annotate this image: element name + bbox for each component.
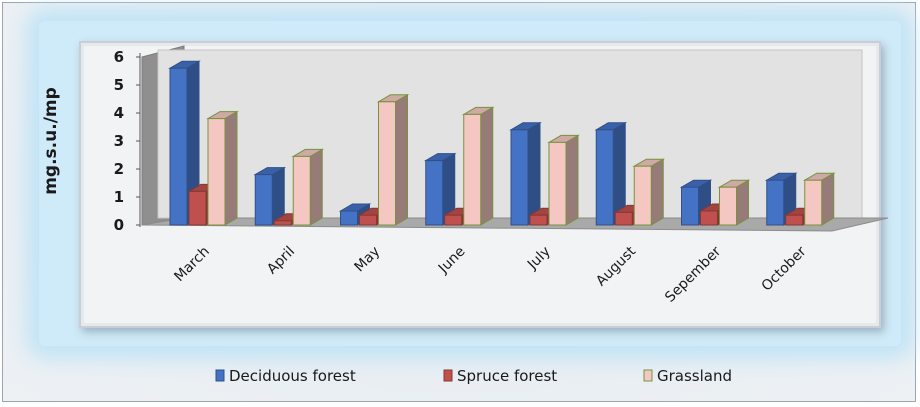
x-tick-label: August <box>593 243 639 289</box>
bar-front-face <box>273 220 292 226</box>
bar <box>168 60 201 226</box>
bar-side-face <box>480 106 494 226</box>
bar-front-face <box>785 214 804 226</box>
legend-item: Deciduous forest <box>215 367 356 385</box>
bar-front-face <box>425 160 444 226</box>
bar-front-face <box>463 113 482 226</box>
bar-front-face <box>529 214 548 226</box>
legend-item: Grassland <box>643 367 732 385</box>
bar <box>547 134 580 226</box>
x-tick-label: June <box>435 244 469 278</box>
bar <box>461 106 495 226</box>
bar-front-face <box>207 118 226 226</box>
y-axis: 0 1 2 3 4 5 6 <box>114 48 141 234</box>
bar <box>423 152 457 226</box>
bars-layer <box>168 60 836 226</box>
bar-front-face <box>510 129 529 226</box>
bar-front-face <box>633 165 652 226</box>
bar-front-face <box>169 67 188 226</box>
bar <box>291 148 325 226</box>
bar-front-face <box>804 179 823 226</box>
bar <box>632 158 666 226</box>
bar-front-face <box>254 174 273 226</box>
y-tick-label: 4 <box>114 104 124 122</box>
y-tick-label: 3 <box>114 132 124 150</box>
bar-front-face <box>700 210 718 226</box>
bar-side-face <box>565 134 579 226</box>
x-tick-label: July <box>524 244 554 274</box>
y-tick-label: 2 <box>114 160 124 178</box>
legend-label: Deciduous forest <box>229 367 356 385</box>
bar <box>253 166 287 226</box>
bar-front-face <box>188 190 207 226</box>
bar-front-face <box>719 186 737 226</box>
bar <box>594 121 628 226</box>
bar <box>509 121 542 226</box>
legend-label: Spruce forest <box>457 367 557 385</box>
x-tick-label: April <box>264 244 298 278</box>
y-tick-label: 1 <box>114 188 124 206</box>
bar-front-face <box>444 214 463 226</box>
y-axis-label: mg.s.u./mp <box>41 87 61 195</box>
bar <box>376 93 410 226</box>
bar-side-face <box>736 179 749 226</box>
bar <box>717 179 751 226</box>
x-tick-label: March <box>171 244 212 285</box>
bar-front-face <box>595 129 614 226</box>
bar-side-face <box>309 148 323 226</box>
y-tick-label: 5 <box>114 76 124 94</box>
bar-front-face <box>614 211 633 226</box>
legend-swatch <box>443 369 453 382</box>
bar-side-face <box>821 172 835 226</box>
x-tick-label: Sepember <box>662 243 724 305</box>
bar <box>206 110 239 226</box>
bar-side-face <box>527 121 541 226</box>
bar-front-face <box>359 214 377 226</box>
bar-front-face <box>340 210 358 226</box>
bar-front-face <box>766 179 785 226</box>
x-axis-tick-labels: March April May June July August Sepember Octob… <box>171 243 809 306</box>
bar <box>802 172 836 226</box>
legend-swatch <box>643 369 653 382</box>
bar-side-face <box>650 158 664 226</box>
legend-swatch <box>215 369 225 382</box>
bar-front-face <box>378 101 396 226</box>
y-tick-label: 6 <box>114 48 124 66</box>
bar-front-face <box>292 155 311 226</box>
x-tick-label: May <box>352 244 384 276</box>
legend-label: Grassland <box>657 367 732 385</box>
bar-front-face <box>548 141 567 226</box>
legend-item: Spruce forest <box>443 367 557 385</box>
y-tick-label: 0 <box>114 216 124 234</box>
bar-side-face <box>224 110 238 226</box>
bar <box>764 172 798 226</box>
x-tick-label: October <box>759 243 810 294</box>
bar-side-face <box>395 93 408 226</box>
bar-front-face <box>681 186 699 226</box>
legend: Deciduous forest Spruce forest Grassland <box>215 367 732 385</box>
